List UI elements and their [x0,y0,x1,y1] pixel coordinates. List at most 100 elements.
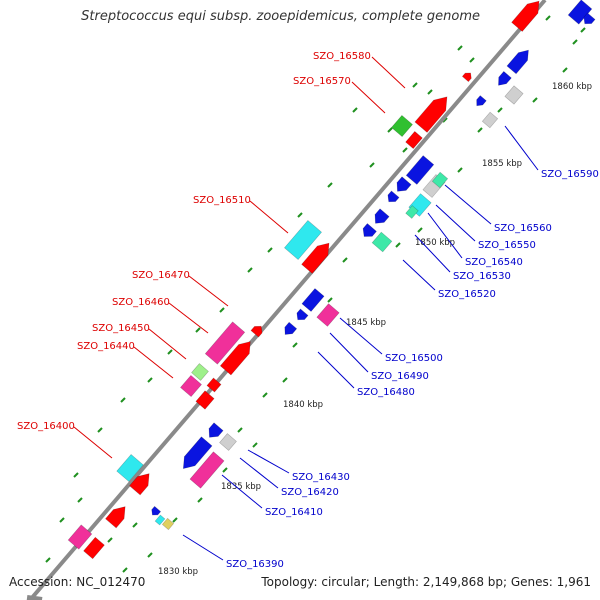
gene-feature [405,155,435,185]
feature-tick [97,427,103,433]
gene-feature [284,321,298,335]
gene-label-reverse: SZO_16430 [292,472,350,483]
gene-feature [67,524,93,550]
gene-label-forward: SZO_16400 [17,421,75,432]
gene-feature [204,321,246,365]
scale-tick-label: 1830 kbp [158,567,198,577]
feature-tick [172,517,178,523]
feature-tick [237,427,243,433]
scale-labels: 1860 kbp 1855 kbp 1850 kbp 1845 kbp 1840 kbp… [158,82,592,577]
label-leader-line [148,328,187,360]
feature-tick [297,212,303,218]
gene-feature [374,208,390,224]
label-leader-line [435,204,476,242]
feature-tick [497,107,503,113]
gene-label-reverse: SZO_16550 [478,240,536,251]
gene-feature-shape [374,208,390,224]
label-leader-line [239,457,279,489]
gene-label-forward: SZO_16440 [77,341,135,352]
gene-feature-shape [105,506,126,529]
gene-feature [431,171,449,189]
feature-tick [427,89,433,95]
gene-feature-shape [161,517,175,531]
label-leader-line [249,200,289,234]
gene-label-reverse: SZO_16390 [226,559,284,570]
gene-label-reverse: SZO_16530 [453,271,511,282]
gene-label-forward: SZO_16580 [313,51,371,62]
gene-feature [301,288,325,312]
label-leader-line [427,212,463,259]
genome-summary-text: Topology: circular; Length: 2,149,868 bp… [261,575,591,589]
gene-feature-shape [583,12,596,25]
label-leader-line [317,351,355,389]
gene-feature-shape [461,72,472,83]
feature-tick [107,537,113,543]
scale-tick-label: 1840 kbp [283,400,323,410]
feature-tick [132,522,138,528]
label-leader-line [247,449,290,474]
gene-features [67,0,596,560]
feature-tick [247,267,253,273]
backbone-line [28,0,547,600]
label-leader-line [504,125,539,171]
gene-feature [498,71,512,86]
feature-tick [580,27,586,33]
scale-tick-label: 1850 kbp [415,238,455,248]
gene-feature-shape [151,505,162,516]
feature-tick [222,467,228,473]
feature-tick [457,167,463,173]
gene-feature-shape [206,377,222,393]
feature-tick [402,147,408,153]
gene-feature-shape [504,85,524,105]
feature-tick [469,57,475,63]
gene-feature-shape [414,96,448,133]
feature-tick [545,15,551,21]
gene-feature [481,111,499,129]
gene-feature [396,176,412,192]
gene-label-forward: SZO_16570 [293,76,351,87]
gene-feature [191,363,209,381]
gene-feature [296,308,309,321]
gene-feature-shape [371,231,393,253]
gene-feature-shape [391,114,413,138]
feature-tick [77,497,83,503]
feature-tick [262,392,268,398]
label-leader-line [402,259,436,291]
feature-tick [292,342,298,348]
gene-feature-shape [284,321,298,335]
feature-tick [327,182,333,188]
gene-feature-shape [191,363,209,381]
feature-tick [532,97,538,103]
feature-tick [395,242,401,248]
gene-feature-shape [219,341,251,376]
gene-feature [208,422,224,438]
gene-feature [116,454,144,482]
gene-feature-shape [208,422,224,438]
gene-feature [405,131,423,149]
gene-feature [316,303,340,327]
gene-feature-shape [405,131,423,149]
gene-feature-shape [481,111,499,129]
gene-label-reverse: SZO_16590 [541,169,599,180]
gene-feature [567,0,593,25]
feature-tick [412,82,418,88]
gene-labels: SZO_16580 SZO_16570 SZO_16510 SZO_16470 SZO_… [17,51,599,570]
gene-feature-shape [189,451,225,489]
feature-tick [352,107,358,113]
gene-feature [219,341,251,376]
gene-label-reverse: SZO_16560 [494,223,552,234]
gene-feature [506,49,529,75]
feature-tick [59,517,65,523]
gene-feature [476,95,487,107]
gene-feature [83,536,105,560]
gene-feature [189,451,225,489]
gene-feature [301,242,330,274]
gene-feature [250,325,263,338]
feature-tick [387,127,393,133]
gene-feature [129,473,150,496]
feature-tick [267,247,273,253]
feature-tick [572,39,578,45]
feature-tick [282,377,288,383]
scale-tick-label: 1835 kbp [221,482,261,492]
